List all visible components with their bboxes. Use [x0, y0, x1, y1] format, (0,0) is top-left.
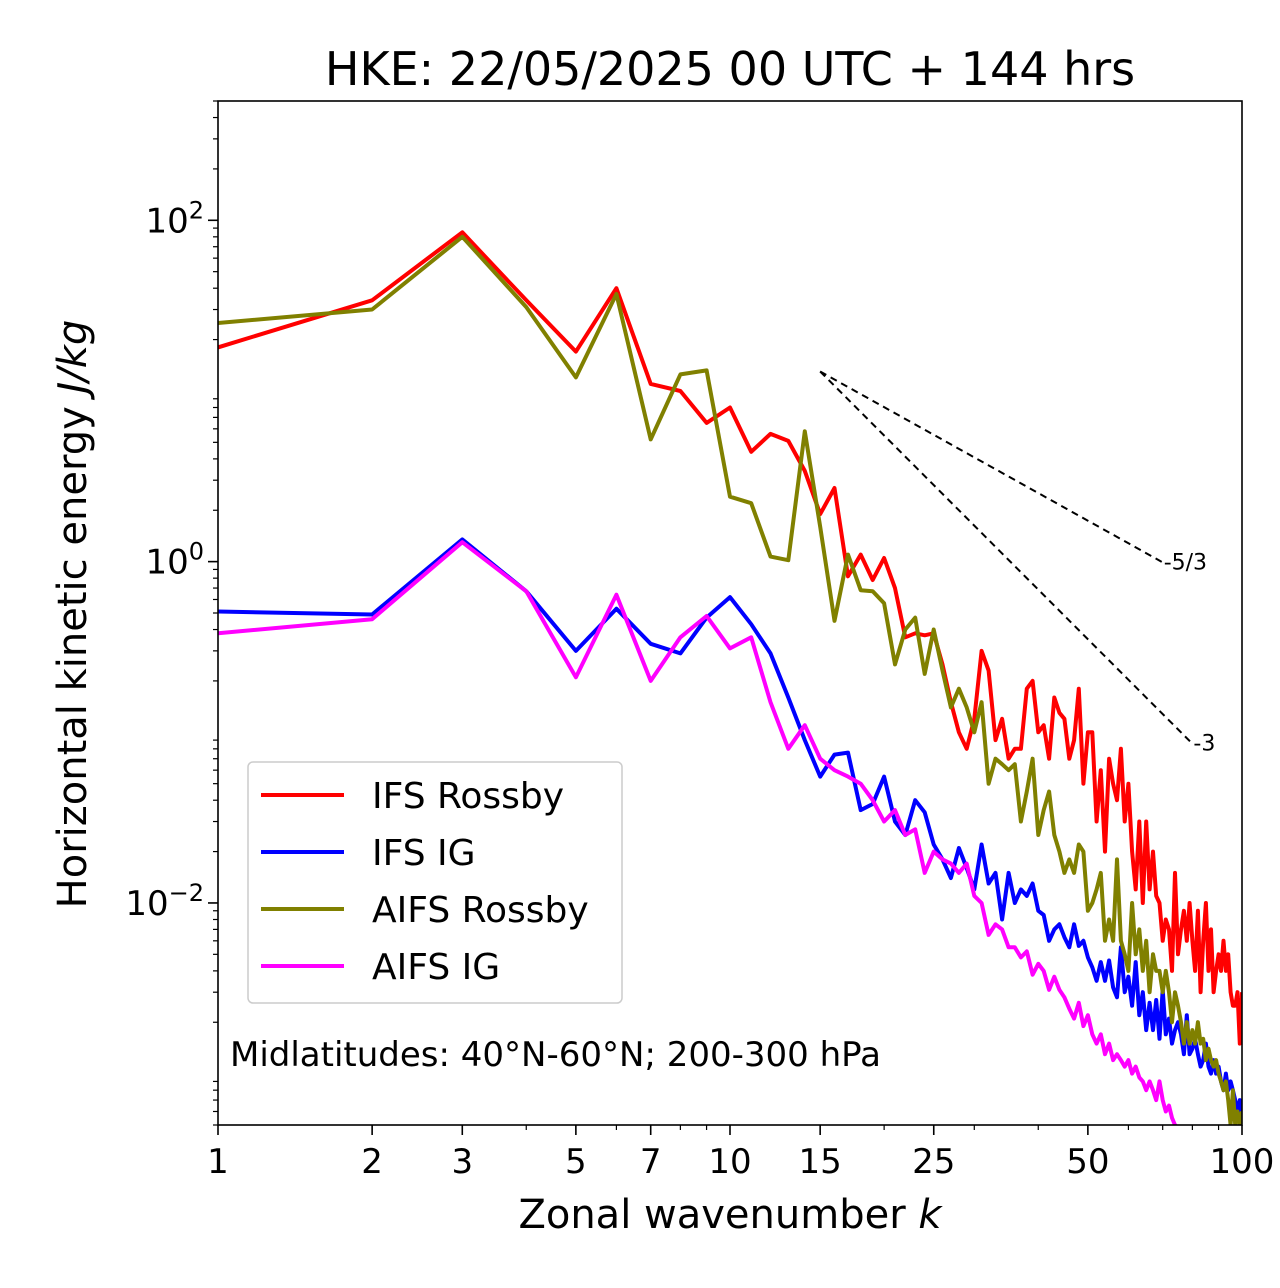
y-tick-label: 10−2	[125, 879, 204, 924]
series-line	[218, 230, 1242, 1046]
legend: IFS Rossby IFS IG AIFS Rossby AIFS IG	[247, 761, 623, 1004]
x-tick-label: 5	[565, 1142, 587, 1182]
x-tick-label: 2	[361, 1142, 383, 1182]
legend-label: IFS Rossby	[372, 776, 564, 817]
reference-line-label: -5/3	[1164, 550, 1207, 575]
series-line	[218, 234, 1242, 1125]
series-line	[218, 540, 1178, 1125]
x-tick-label: 3	[451, 1142, 473, 1182]
legend-label: IFS IG	[372, 833, 476, 874]
x-tick-label: 15	[799, 1142, 842, 1182]
reference-line	[819, 370, 1194, 745]
x-tick-label: 1	[207, 1142, 229, 1182]
x-tick-label: 10	[708, 1142, 751, 1182]
reference-lines: -5/3 -3	[819, 370, 1215, 757]
x-axis-label: Zonal wavenumber k	[518, 1192, 943, 1238]
legend-label: AIFS IG	[372, 947, 500, 988]
y-tick-label: 102	[145, 196, 204, 241]
legend-box	[247, 761, 623, 1004]
x-tick-label: 100	[1210, 1142, 1275, 1182]
y-axis: 10−2 100 102	[125, 100, 218, 1126]
x-tick-label: 25	[912, 1142, 955, 1182]
x-tick-label: 7	[640, 1142, 662, 1182]
series-layer	[218, 230, 1242, 1125]
reference-line-label: -3	[1193, 732, 1215, 757]
legend-label: AIFS Rossby	[372, 890, 589, 931]
y-axis-label: Horizontal kinetic energy J/kg	[50, 320, 96, 909]
x-axis: 1 2 3 5 7 10 15 25 50 100	[207, 1125, 1274, 1182]
x-tick-label: 50	[1066, 1142, 1109, 1182]
region-annotation: Midlatitudes: 40°N-60°N; 200-300 hPa	[230, 1035, 881, 1075]
y-tick-label: 100	[145, 538, 204, 583]
chart-title: HKE: 22/05/2025 00 UTC + 144 hrs	[325, 42, 1135, 96]
reference-line	[819, 370, 1164, 564]
